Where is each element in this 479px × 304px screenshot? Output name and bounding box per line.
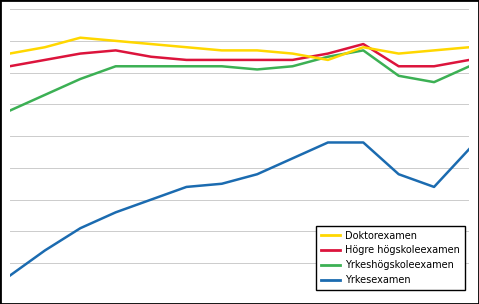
Legend: Doktorexamen, Högre högskoleexamen, Yrkeshögskoleexamen, Yrkesexamen: Doktorexamen, Högre högskoleexamen, Yrke… xyxy=(316,226,465,290)
